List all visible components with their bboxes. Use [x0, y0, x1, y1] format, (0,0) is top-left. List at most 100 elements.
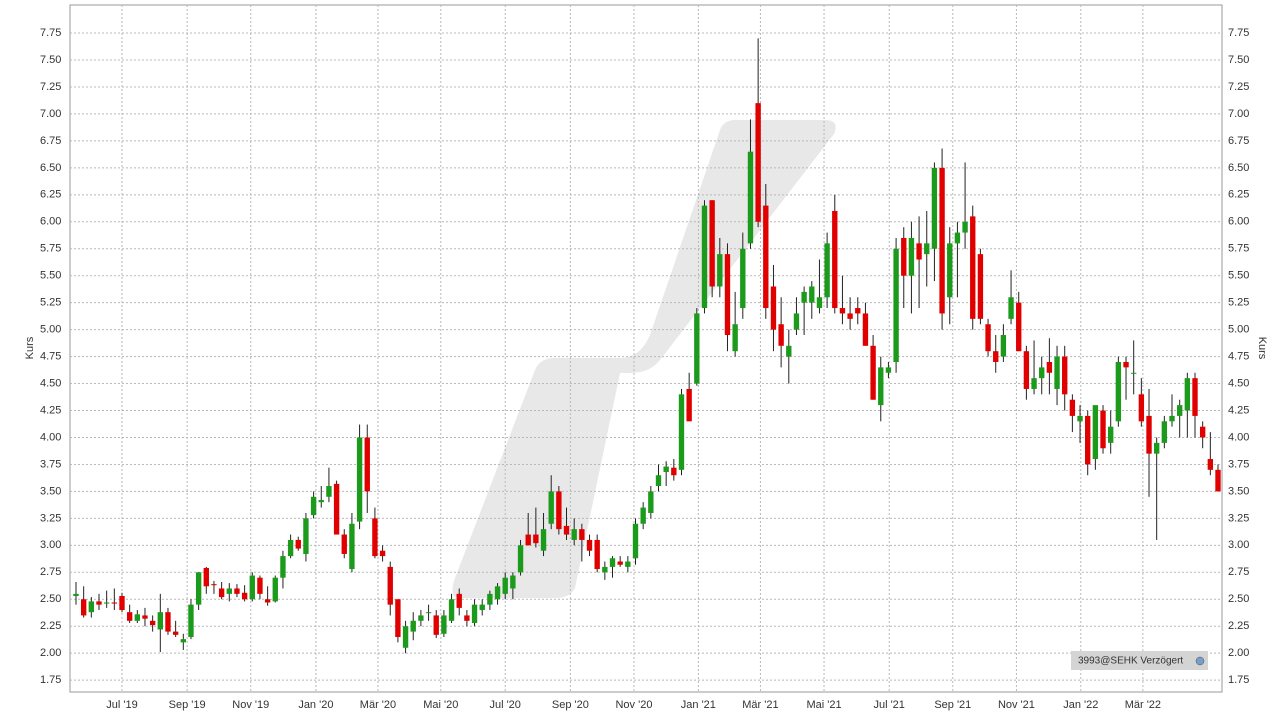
y-tick-label-right: 2.00	[1228, 647, 1249, 659]
candle-body	[1054, 356, 1060, 389]
y-tick-label: 4.75	[40, 350, 61, 362]
x-tick-label: Mär '20	[360, 699, 396, 711]
candle-body	[471, 604, 478, 623]
candle-body	[142, 615, 148, 619]
candle-body	[954, 232, 961, 244]
y-tick-label: 6.25	[40, 189, 61, 201]
y-tick-label-right: 5.50	[1228, 270, 1249, 282]
y-tick-label: 5.25	[40, 297, 61, 309]
x-tick-label: Mai '20	[423, 699, 458, 711]
candle-body	[211, 584, 217, 586]
candle-body	[111, 602, 118, 604]
candle-body	[655, 475, 662, 487]
candle-body	[188, 604, 194, 637]
candle-body	[333, 483, 340, 535]
candle-body	[640, 507, 646, 524]
candle-body	[1023, 351, 1030, 389]
candle-body	[931, 167, 938, 249]
candle-body	[517, 545, 524, 573]
candle-body	[410, 620, 416, 632]
candle-body	[755, 103, 761, 222]
candle-body	[862, 313, 869, 346]
candle-body	[425, 612, 432, 614]
y-tick-label-right: 6.50	[1228, 162, 1249, 174]
y-tick-label: 5.50	[40, 270, 61, 282]
y-tick-label: 7.25	[40, 81, 61, 93]
y-tick-label-right: 2.75	[1228, 566, 1249, 578]
x-tick-label: Mär '22	[1125, 699, 1161, 711]
y-tick-label: 4.50	[40, 377, 61, 389]
candle-body	[847, 313, 853, 319]
candle-body	[839, 308, 846, 314]
candle-body	[172, 631, 179, 635]
candle-body	[939, 167, 945, 314]
grid	[70, 5, 1222, 692]
candle-body	[356, 437, 363, 522]
candle-body	[793, 313, 800, 330]
candle-body	[272, 577, 278, 602]
candle-body	[149, 620, 156, 626]
candle-body	[525, 534, 531, 546]
candle-body	[648, 491, 654, 513]
candle-body	[977, 254, 984, 319]
candle-body	[778, 324, 784, 346]
candle-body	[924, 243, 930, 255]
y-tick-label: 4.25	[40, 404, 61, 416]
candle-body	[962, 221, 968, 233]
y-tick-label: 6.75	[40, 135, 61, 147]
candle-body	[1138, 394, 1145, 422]
y-tick-label: 2.50	[40, 593, 61, 605]
candle-body	[801, 291, 807, 303]
x-tick-label: Jan '20	[298, 699, 333, 711]
y-tick-label-right: 2.25	[1228, 620, 1249, 632]
candle-body	[732, 324, 738, 352]
candle-body	[870, 345, 876, 400]
info-icon[interactable]	[1195, 656, 1205, 666]
candle-body	[740, 248, 746, 309]
candle-body	[234, 588, 240, 594]
y-axis-label-right: Kurs	[1256, 337, 1268, 360]
candle-body	[709, 200, 715, 287]
candle-body	[1199, 426, 1206, 438]
y-tick-label-right: 3.50	[1228, 485, 1249, 497]
candle-body	[1123, 361, 1129, 368]
y-tick-label-right: 5.00	[1228, 324, 1249, 336]
candle-body	[901, 237, 907, 276]
y-tick-label-right: 4.00	[1228, 431, 1249, 443]
x-tick-label: Jul '20	[489, 699, 520, 711]
candle-body	[632, 523, 639, 559]
candle-body	[1000, 335, 1007, 357]
candle-body	[395, 599, 401, 637]
x-tick-label: Jul '21	[873, 699, 904, 711]
x-tick-label: Jul '19	[106, 699, 137, 711]
y-tick-label: 5.00	[40, 324, 61, 336]
y-tick-label: 1.75	[40, 674, 61, 686]
candle-body	[1039, 367, 1045, 379]
candle-body	[970, 216, 976, 319]
candle-body	[349, 523, 355, 570]
candle-body	[824, 243, 830, 298]
candle-body	[625, 561, 631, 567]
candle-body	[126, 612, 133, 621]
source-label: 3993@SEHK Verzögert	[1078, 656, 1183, 667]
candle-body	[257, 577, 263, 594]
y-tick-label: 2.00	[40, 647, 61, 659]
candle-body	[747, 151, 754, 244]
candle-body	[809, 286, 815, 303]
candle-body	[533, 534, 539, 544]
candle-body	[441, 615, 447, 634]
x-tick-label: Jan '21	[681, 699, 716, 711]
candle-body	[203, 567, 209, 587]
y-tick-label-right: 7.25	[1228, 81, 1249, 93]
y-tick-label: 5.75	[40, 243, 61, 255]
y-tick-label-right: 3.00	[1228, 539, 1249, 551]
x-tick-label: Sep '21	[934, 699, 971, 711]
candle-body	[241, 592, 248, 600]
candle-body	[763, 205, 769, 309]
candle-body	[218, 588, 225, 598]
candle-body	[1207, 459, 1214, 470]
candle-body	[1131, 372, 1137, 374]
candle-body	[510, 575, 516, 589]
y-tick-label-right: 1.75	[1228, 674, 1249, 686]
